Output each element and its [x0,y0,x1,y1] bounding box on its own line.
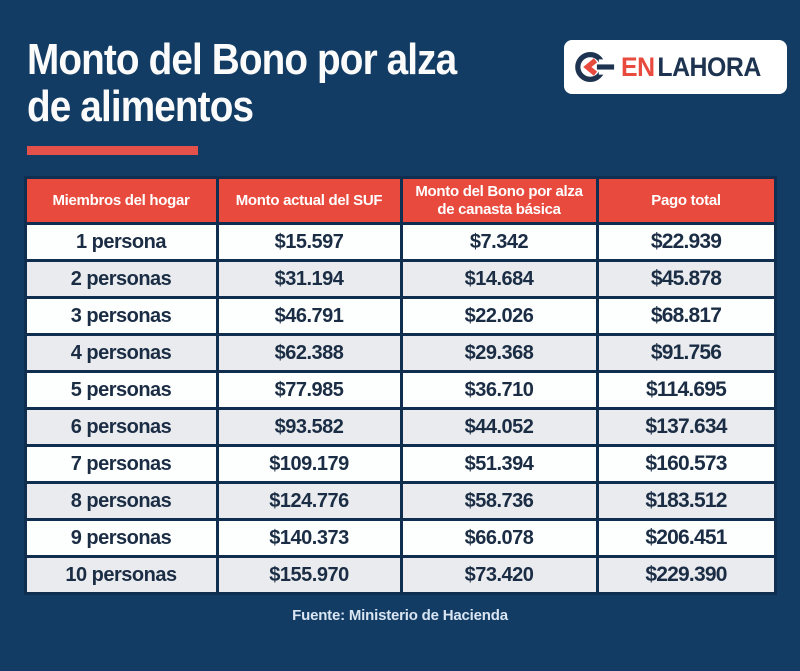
cell-monto-bono: $29.368 [399,333,599,374]
cell-monto-bono: $14.684 [399,259,599,300]
cell-monto-bono: $58.736 [399,481,599,522]
cell-monto-suf: $15.597 [215,222,403,263]
table-body: 1 persona $15.597 $7.342 $22.939 2 personas $… [23,222,777,596]
table-row: 6 personas $93.582 $44.052 $137.634 [23,407,777,448]
cell-members: 10 personas [23,555,219,596]
bono-table: Miembros del hogar Monto actual del SUF … [23,176,777,596]
cell-members: 9 personas [23,518,219,559]
cell-pago-total: $183.512 [595,481,777,522]
table-row: 7 personas $109.179 $51.394 $160.573 [23,444,777,485]
enlahora-logo: EN LAHORA [563,40,787,94]
cell-monto-suf: $124.776 [215,481,403,522]
cell-pago-total: $206.451 [595,518,777,559]
cell-monto-bono: $36.710 [399,370,599,411]
cell-pago-total: $91.756 [595,333,777,374]
cell-monto-bono: $7.342 [399,222,599,263]
cell-monto-suf: $109.179 [215,444,403,485]
table-row: 10 personas $155.970 $73.420 $229.390 [23,555,777,596]
cell-pago-total: $137.634 [595,407,777,448]
cell-monto-suf: $31.194 [215,259,403,300]
cell-monto-bono: $44.052 [399,407,599,448]
cell-members: 2 personas [23,259,219,300]
page-title-line2: de alimentos [27,82,254,132]
cell-members: 3 personas [23,296,219,337]
cell-members: 1 persona [23,222,219,263]
table-row: 1 persona $15.597 $7.342 $22.939 [23,222,777,263]
header-monto-bono: Monto del Bono por alza de canasta básic… [399,176,599,226]
cell-members: 4 personas [23,333,219,374]
cell-pago-total: $68.817 [595,296,777,337]
page-title: Monto del Bono por alza de alimentos [27,36,707,130]
logo-text-en: EN [620,51,655,82]
cell-members: 8 personas [23,481,219,522]
cell-monto-bono: $51.394 [399,444,599,485]
cell-monto-suf: $62.388 [215,333,403,374]
cell-pago-total: $45.878 [595,259,777,300]
cell-members: 5 personas [23,370,219,411]
table-row: 5 personas $77.985 $36.710 $114.695 [23,370,777,411]
cell-monto-bono: $66.078 [399,518,599,559]
table-row: 3 personas $46.791 $22.026 $68.817 [23,296,777,337]
cell-monto-suf: $155.970 [215,555,403,596]
table-row: 9 personas $140.373 $66.078 $206.451 [23,518,777,559]
cell-pago-total: $22.939 [595,222,777,263]
cell-members: 6 personas [23,407,219,448]
header-pago-total: Pago total [595,176,777,226]
cell-monto-suf: $77.985 [215,370,403,411]
cell-monto-bono: $22.026 [399,296,599,337]
cell-monto-suf: $93.582 [215,407,403,448]
title-underline [27,146,198,156]
cell-monto-suf: $46.791 [215,296,403,337]
page-title-line1: Monto del Bono por alza [27,35,457,84]
table-row: 8 personas $124.776 $58.736 $183.512 [23,481,777,522]
table-header: Miembros del hogar Monto actual del SUF … [23,176,777,226]
logo-text-lahora: LAHORA [657,51,761,82]
cell-monto-bono: $73.420 [399,555,599,596]
table-header-row: Miembros del hogar Monto actual del SUF … [23,176,777,226]
cell-pago-total: $229.390 [595,555,777,596]
cell-pago-total: $114.695 [595,370,777,411]
enlahora-logo-icon [575,51,615,83]
source-text: Fuente: Ministerio de Hacienda [292,607,508,625]
cell-monto-suf: $140.373 [215,518,403,559]
table-row: 4 personas $62.388 $29.368 $91.756 [23,333,777,374]
header-monto-suf: Monto actual del SUF [215,176,403,226]
cell-members: 7 personas [23,444,219,485]
cell-pago-total: $160.573 [595,444,777,485]
header-miembros: Miembros del hogar [23,176,219,226]
table-row: 2 personas $31.194 $14.684 $45.878 [23,259,777,300]
enlahora-logo-text: EN LAHORA [621,52,761,83]
